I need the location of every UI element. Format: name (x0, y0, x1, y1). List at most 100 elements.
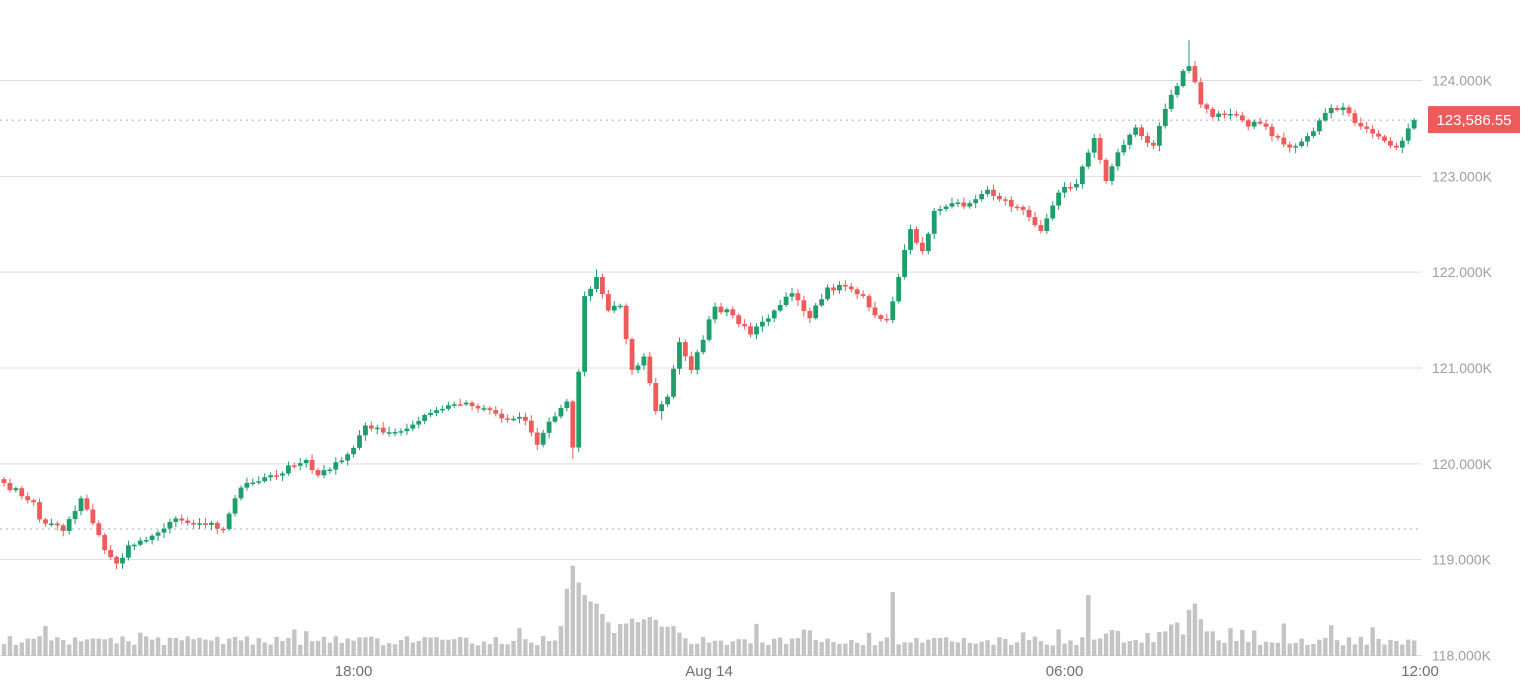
y-tick-label: 118.000K (1432, 648, 1492, 664)
volume-bar (1157, 632, 1162, 656)
volume-bar (1364, 644, 1369, 656)
volume-bar (1192, 603, 1198, 656)
volume-bar (813, 640, 818, 656)
candle (1038, 220, 1044, 234)
volume-bar (955, 642, 961, 656)
candle-body (564, 401, 570, 408)
volume-bar (363, 637, 368, 656)
candle (795, 288, 801, 306)
volume-bar (629, 618, 635, 656)
candle-body (1133, 127, 1139, 135)
candle (499, 408, 505, 423)
volume-bar (772, 638, 777, 656)
volume-bar (683, 638, 688, 656)
candle (481, 404, 487, 412)
volume-bar (161, 645, 167, 656)
volume-bar (505, 644, 510, 656)
volume-bar (517, 628, 522, 656)
candle-body (72, 511, 78, 520)
volume-bar (1204, 631, 1209, 656)
volume-bar (13, 644, 19, 656)
candle (1287, 141, 1293, 153)
candle (96, 520, 102, 537)
volume-bar (1234, 640, 1239, 656)
volume-bar (469, 643, 475, 656)
candle-body (333, 462, 339, 470)
candle-body (837, 284, 842, 291)
x-tick-label: Aug 14 (685, 663, 733, 680)
candle (831, 284, 836, 295)
candle (576, 369, 582, 453)
volume-bar (203, 639, 208, 656)
volume-bar (132, 644, 137, 656)
candle (463, 400, 469, 407)
candle (765, 314, 771, 326)
volume-bar (185, 636, 190, 656)
volume-bar (973, 643, 978, 656)
volume-bar (1263, 641, 1269, 656)
candle (682, 339, 688, 361)
candle-body (244, 483, 250, 488)
candle-body (588, 288, 593, 297)
volume-bar (760, 642, 765, 656)
candle (1328, 104, 1334, 119)
volume-bar (1038, 641, 1044, 656)
candle-body (1050, 205, 1056, 219)
volume-bar (1275, 642, 1281, 656)
volume-bar (262, 642, 267, 656)
volume-bar (535, 645, 540, 656)
candle-body (1062, 186, 1067, 193)
candle-body (896, 276, 902, 302)
candle-body (434, 410, 439, 414)
candle (807, 307, 813, 324)
candle-body (25, 496, 31, 501)
candle-body (677, 342, 682, 369)
candle-body (1032, 217, 1038, 226)
candle-body (1299, 141, 1304, 147)
candle-body (155, 532, 161, 536)
volume-bar (855, 642, 860, 656)
volume-bar (878, 641, 884, 656)
candle-body (493, 410, 499, 414)
candle (1186, 40, 1192, 74)
candle (191, 519, 196, 529)
candle (339, 456, 345, 464)
volume-bar (1139, 642, 1144, 656)
candle-body (902, 249, 907, 277)
candle-body (1281, 137, 1287, 145)
volume-bar (1340, 645, 1346, 656)
candle-body (78, 498, 84, 512)
volume-bar (410, 642, 416, 656)
volume-bar (985, 640, 990, 656)
candle-body (943, 206, 949, 210)
candle-body (339, 460, 345, 463)
volume-bar (920, 642, 925, 656)
candle (1020, 205, 1026, 216)
volume-bar (766, 644, 771, 656)
candle-body (540, 432, 546, 445)
volume-bar (819, 641, 824, 656)
candle-body (1074, 184, 1079, 188)
candle (1257, 117, 1263, 126)
candle (629, 337, 635, 376)
candle (410, 420, 416, 432)
candle (623, 303, 629, 345)
candle (37, 498, 42, 523)
candle (1145, 132, 1150, 148)
candle-body (1091, 138, 1097, 153)
candle-body (718, 306, 724, 313)
volume-bar (126, 641, 131, 656)
candle (434, 406, 439, 417)
candle (842, 280, 848, 292)
candle (1151, 140, 1156, 150)
volume-bar (754, 623, 759, 656)
candle-body (1216, 113, 1222, 117)
volume-bar (72, 637, 78, 656)
candle-body (451, 404, 457, 406)
volume-bar (404, 636, 410, 656)
candle (789, 287, 795, 302)
candle-body (813, 305, 819, 319)
volume-bar (967, 642, 972, 656)
candle-body (321, 470, 327, 476)
